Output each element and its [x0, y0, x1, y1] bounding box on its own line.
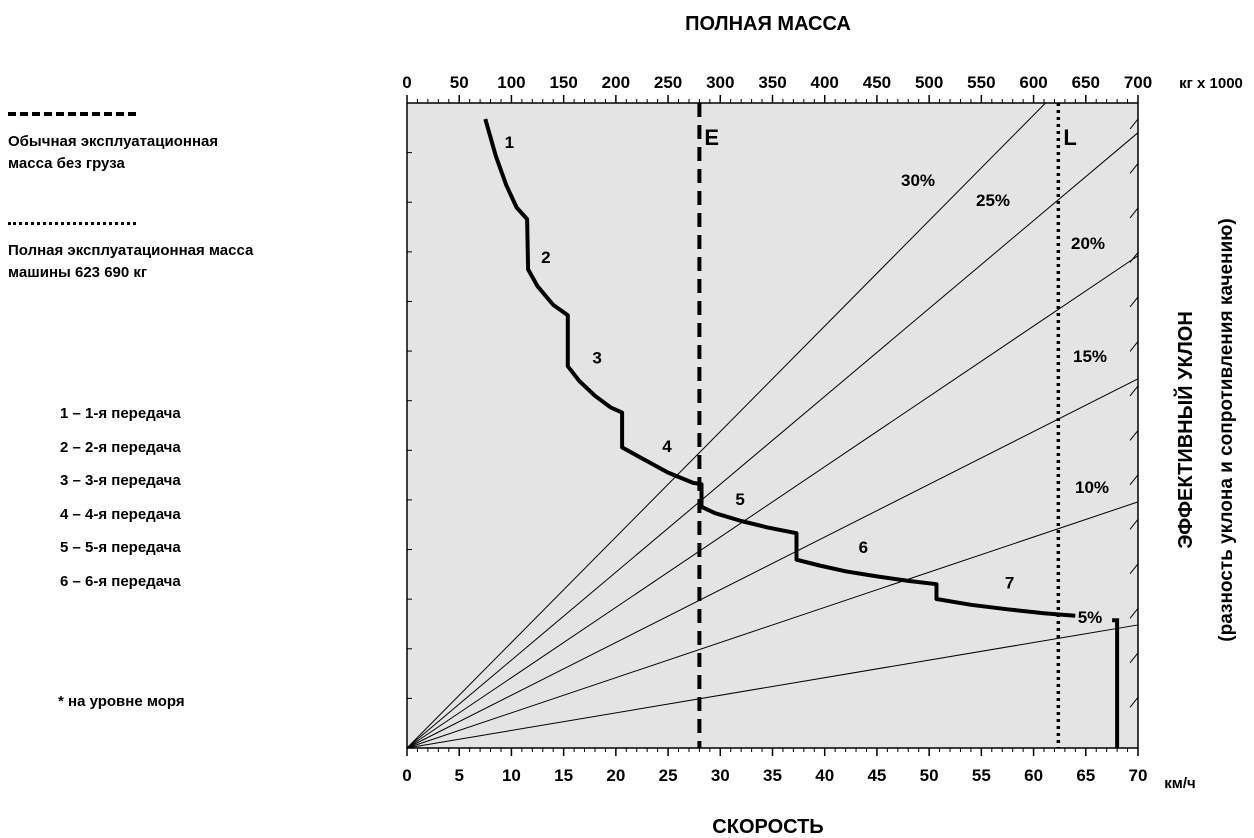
top-axis-tick-label: 300: [706, 73, 734, 92]
grade-label-background: [1077, 607, 1103, 628]
gear-legend-item: 1 – 1-я передача: [60, 405, 181, 422]
top-axis-tick-label: 400: [811, 73, 839, 92]
top-axis-tick-label: 50: [450, 73, 469, 92]
top-axis-tick-label: 600: [1019, 73, 1047, 92]
grade-label-background: [1070, 233, 1106, 254]
edge-hatch-mark: [1129, 474, 1139, 486]
top-axis-unit: кг x 1000: [1179, 75, 1243, 92]
empty-mass-label-1: Обычная эксплуатационная: [8, 133, 219, 150]
edge-hatch-mark: [1129, 341, 1139, 352]
chart-title: ПОЛНАЯ МАССА: [685, 13, 851, 35]
gear-number-label: 1: [505, 133, 514, 152]
bottom-axis-tick-label: 20: [606, 766, 625, 785]
edge-hatch-mark: [1129, 563, 1139, 575]
edge-hatch-mark: [1129, 207, 1139, 219]
bottom-axis-tick-label: 45: [867, 766, 886, 785]
grade-label: 5%: [1078, 608, 1103, 627]
grade-line: [406, 624, 1139, 749]
full-mass-label-2: машины 623 690 кг: [8, 264, 148, 281]
gear-legend-item: 3 – 3-я передача: [60, 472, 181, 489]
edge-hatch-mark: [1129, 430, 1139, 441]
top-axis-tick-label: 0: [402, 73, 411, 92]
bottom-axis-tick-label: 25: [659, 766, 678, 785]
gear-legend-list: 1 – 1-я передача 2 – 2-я передача 3 – 3-…: [60, 397, 181, 598]
bottom-axis-tick-label: 65: [1076, 766, 1095, 785]
top-axis-tick-label: 150: [549, 73, 577, 92]
edge-hatch-mark: [1129, 296, 1139, 308]
y-axis-subtitle: (разность уклона и сопротивления качению…: [1216, 218, 1237, 641]
bottom-axis-tick-label: 40: [815, 766, 834, 785]
empty-mass-legend: Обычная эксплуатационная масса без груза: [8, 131, 218, 175]
bottom-axis-tick-label: 55: [972, 766, 991, 785]
edge-hatch-mark: [1129, 652, 1139, 664]
grade-line: [406, 255, 1139, 749]
y-axis-title: ЭФФЕКТИВНЫЙ УКЛОН: [1173, 311, 1197, 549]
max-speed-mark: [1112, 618, 1120, 748]
empty-mass-line-sample: [8, 112, 136, 116]
reference-line-label: E: [704, 125, 719, 150]
grade-label-background: [975, 190, 1011, 211]
bottom-axis-tick-label: 35: [763, 766, 782, 785]
bottom-axis-unit: км/ч: [1164, 775, 1195, 792]
plot-area: 0 50 100 150 200 250 300 350 400 450 500 550 600 650 7…: [402, 73, 1152, 785]
bottom-axis-tick-label: 50: [920, 766, 939, 785]
gear-legend-item: 4 – 4-я передача: [60, 505, 181, 523]
bottom-axis-tick-label: 5: [454, 766, 463, 785]
grade-line: [406, 102, 1046, 749]
grade-label: 25%: [976, 191, 1010, 210]
bottom-axis-tick-label: 70: [1129, 766, 1148, 785]
grade-label: 20%: [1071, 234, 1105, 253]
empty-mass-label-2: масса без груза: [8, 155, 125, 172]
plot-background: [406, 102, 1139, 749]
top-axis-tick-label: 200: [602, 73, 630, 92]
gear-legend-item: 6 – 6-я передача: [60, 572, 181, 590]
gear-number-label: 6: [859, 538, 868, 557]
gear-number-label: 2: [541, 248, 550, 267]
grade-label: 30%: [901, 171, 935, 190]
x-axis-title: СКОРОСТЬ: [712, 816, 823, 838]
top-axis-tick-label: 350: [758, 73, 786, 92]
edge-hatch-mark: [1129, 118, 1139, 130]
bottom-axis-tick-label: 10: [502, 766, 521, 785]
gear-legend-item: 5 – 5-я передача: [60, 539, 181, 556]
top-axis-tick-label: 550: [967, 73, 995, 92]
top-axis-tick-label: 700: [1124, 73, 1152, 92]
full-mass-line-sample: [8, 222, 136, 225]
bottom-axis-tick-label: 0: [402, 766, 411, 785]
grade-line: [406, 501, 1139, 749]
top-axis-tick-label: 500: [915, 73, 943, 92]
gear-number-label: 7: [1005, 574, 1014, 593]
top-axis-tick-label: 250: [654, 73, 682, 92]
edge-hatch-mark: [1129, 163, 1139, 174]
bottom-axis-tick-label: 15: [554, 766, 573, 785]
gear-number-label: 4: [662, 437, 672, 456]
sea-level-note: * на уровне моря: [58, 693, 185, 710]
gear-legend-item: 2 – 2-я передача: [60, 438, 181, 456]
bottom-axis-tick-label: 30: [711, 766, 730, 785]
gear-number-label: 5: [735, 490, 744, 509]
top-axis-tick-label: 450: [863, 73, 891, 92]
top-axis-tick-label: 100: [497, 73, 525, 92]
edge-hatch-mark: [1129, 696, 1139, 708]
bottom-axis-tick-label: 60: [1024, 766, 1043, 785]
edge-hatch-mark: [1129, 385, 1139, 397]
grade-label-background: [1074, 477, 1110, 498]
full-mass-legend: Полная эксплуатационная масса машины 623…: [8, 240, 253, 284]
reference-line-label: L: [1063, 125, 1076, 150]
grade-line: [406, 132, 1139, 749]
full-mass-label-1: Полная эксплуатационная масса: [8, 242, 254, 259]
rimpull-curve: [483, 118, 1076, 618]
grade-label: 15%: [1073, 347, 1107, 366]
top-axis-tick-label: 650: [1072, 73, 1100, 92]
grade-label: 10%: [1075, 478, 1109, 497]
gear-number-label: 3: [592, 349, 601, 368]
grade-line: [406, 378, 1139, 749]
grade-label-background: [900, 170, 936, 191]
edge-hatch-mark: [1129, 607, 1139, 619]
edge-hatch-mark: [1129, 519, 1139, 530]
grade-label-background: [1072, 346, 1108, 367]
edge-hatch-mark: [1129, 252, 1139, 263]
